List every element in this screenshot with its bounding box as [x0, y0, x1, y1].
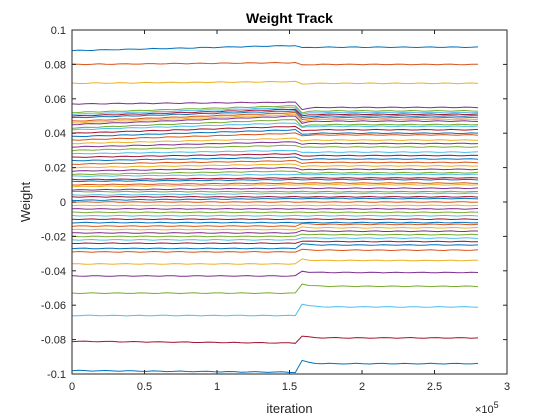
series-line	[72, 240, 478, 245]
series-line	[71, 221, 479, 224]
series-line	[71, 229, 478, 234]
x-axis-exponent-base: ×10	[475, 404, 494, 416]
y-tick-label: -0.08	[41, 335, 66, 347]
series-line	[71, 233, 479, 238]
x-axis-exponent: ×105	[475, 400, 499, 416]
y-tick-label: 0.1	[51, 25, 66, 37]
series-line	[71, 156, 479, 162]
chart-title: Weight Track	[246, 10, 333, 26]
series-line	[71, 303, 479, 317]
x-tick-label: 1.5	[282, 381, 297, 393]
series-line	[71, 248, 479, 253]
series-line	[71, 214, 479, 217]
series-line	[71, 177, 479, 181]
series-line	[71, 207, 479, 210]
series-line	[71, 125, 479, 134]
y-tick-label: -0.06	[41, 300, 66, 312]
series-line	[71, 153, 479, 158]
series-line	[72, 258, 479, 265]
series-line	[71, 243, 479, 250]
series-line	[71, 190, 479, 193]
series-line	[71, 166, 479, 172]
series-line	[71, 226, 479, 231]
y-tick-label: 0.08	[45, 59, 66, 71]
y-tick-label: -0.02	[41, 231, 66, 243]
series-line	[71, 144, 479, 152]
y-axis-label: Weight	[18, 182, 33, 223]
x-axis-label: iteration	[266, 401, 312, 416]
series-line	[71, 128, 479, 138]
series-line	[71, 192, 479, 196]
series-line	[71, 105, 479, 114]
series-line	[71, 204, 479, 207]
series-line	[71, 115, 479, 126]
series-line	[71, 178, 479, 183]
series-line	[71, 80, 479, 85]
series-line	[71, 110, 479, 119]
series-line	[71, 163, 478, 169]
series-line	[71, 197, 479, 202]
series-line	[72, 182, 479, 186]
x-tick-label: 1	[214, 381, 220, 393]
series-line	[71, 201, 479, 203]
x-tick-label: 2.5	[427, 381, 442, 393]
series-line	[71, 132, 479, 141]
x-tick-label: 0	[69, 381, 75, 393]
series-line	[71, 122, 479, 131]
series-line	[71, 101, 479, 111]
series-line	[71, 270, 479, 277]
x-tick-label: 2	[359, 381, 365, 393]
series-line	[71, 237, 479, 241]
series-line	[71, 283, 479, 295]
series-line	[71, 45, 479, 52]
series-line	[71, 211, 479, 214]
y-tick-label: 0	[60, 197, 66, 209]
series-line	[71, 218, 479, 221]
series-line	[71, 183, 479, 188]
series-line	[71, 173, 479, 177]
series-line	[71, 195, 479, 198]
x-axis: 0 0.5 1 1.5 2 2.5 3	[69, 30, 510, 393]
y-tick-label: -0.1	[47, 369, 66, 381]
x-tick-label: 3	[504, 381, 510, 393]
y-tick-label: 0.04	[45, 128, 66, 140]
series-line	[71, 359, 479, 374]
x-axis-exponent-power: 5	[494, 400, 499, 410]
y-axis: -0.1 -0.08 -0.06 -0.04 -0.02 0 0.02 0.04 0.06 0.0…	[41, 25, 507, 381]
series-line	[71, 223, 479, 227]
series-line	[71, 108, 479, 117]
series-line	[71, 61, 478, 66]
series-line	[71, 113, 479, 124]
series-line	[71, 137, 479, 145]
series-line	[71, 335, 479, 344]
series-line	[71, 149, 479, 155]
series-line	[71, 141, 479, 148]
series-line	[71, 106, 479, 116]
x-tick-label: 0.5	[137, 381, 152, 393]
y-tick-label: 0.02	[45, 163, 66, 175]
series-line	[71, 160, 479, 165]
series-line	[71, 187, 479, 191]
series-layer	[71, 45, 479, 374]
y-tick-label: 0.06	[45, 94, 66, 106]
series-line	[71, 111, 479, 122]
series-line	[71, 170, 479, 176]
y-tick-label: -0.04	[41, 266, 66, 278]
series-line	[71, 119, 479, 129]
